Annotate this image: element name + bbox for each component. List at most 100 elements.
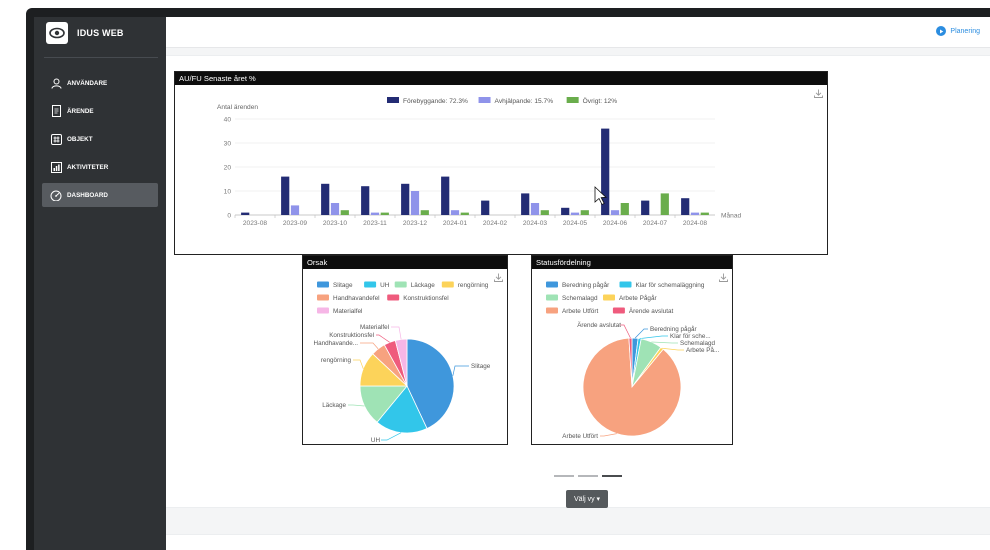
- legend-label: UH: [380, 282, 390, 289]
- bar: [281, 176, 290, 215]
- top-bar: Planering: [166, 17, 990, 48]
- app-title: IDUS WEB: [77, 28, 124, 38]
- gauge-icon: [50, 189, 62, 201]
- sidebar-item-aktiviteter[interactable]: AKTIVITETER: [42, 155, 158, 179]
- legend-swatch: [317, 294, 329, 301]
- callout-label: Läckage: [322, 402, 346, 409]
- legend-swatch: [546, 281, 558, 288]
- bar: [561, 207, 570, 215]
- bar: [441, 176, 450, 215]
- x-tick-label: 2024-02: [483, 220, 508, 227]
- callout-label: Ärende avslutat: [577, 321, 621, 329]
- bar: [290, 205, 300, 215]
- select-view-button[interactable]: Välj vy ▾: [566, 490, 608, 508]
- y-tick-label: 20: [224, 164, 232, 171]
- x-tick-label: 2023-09: [283, 220, 308, 227]
- legend-swatch: [603, 294, 615, 301]
- bar-chart: Förebyggande: 72.3% Avhjälpande: 15.7% Övr…: [217, 97, 741, 227]
- bar: [481, 200, 490, 215]
- bar: [530, 203, 540, 215]
- callout-label: Beredning pågår: [650, 325, 697, 333]
- bar: [330, 203, 340, 215]
- logo-row[interactable]: IDUS WEB: [34, 17, 166, 49]
- sidebar-item-label: OBJEKT: [67, 135, 93, 143]
- status-pie-card: Statusfördelning Beredning pågår Klar för…: [531, 255, 733, 445]
- sidebar-item-objekt[interactable]: OBJEKT: [42, 127, 158, 151]
- callout-label: Arbete På...: [686, 346, 720, 354]
- pie-slice: [376, 385, 428, 434]
- legend-swatch: [364, 281, 377, 288]
- sidebar-item-arende[interactable]: ÄRENDE: [42, 99, 158, 123]
- callout-line: [661, 347, 684, 351]
- user-icon: [50, 77, 62, 89]
- callout-line: [381, 432, 402, 441]
- callout-label: Materialfel: [360, 324, 389, 331]
- legend-swatch: [612, 307, 625, 314]
- mouse-cursor-icon: [594, 186, 607, 206]
- pie-slice: [406, 338, 455, 430]
- callout-line: [360, 342, 379, 350]
- bar: [521, 193, 530, 215]
- document-icon: [50, 105, 62, 117]
- activity-chart-icon: [50, 161, 62, 173]
- bar: [540, 210, 549, 215]
- legend-swatch: [566, 97, 579, 103]
- y-tick-label: 10: [224, 188, 232, 195]
- legend-label: Materialfel: [333, 308, 362, 315]
- pie-slice: [628, 337, 633, 388]
- bar: [361, 186, 370, 215]
- legend-label: Klar för schemaläggning: [636, 282, 705, 289]
- callout-line: [600, 433, 617, 437]
- bar-chart-title: AU/FU Senaste året %: [175, 72, 827, 85]
- sidebar-item-dashboard[interactable]: DASHBOARD: [42, 183, 158, 207]
- legend-label: Avhjälpande: 15.7%: [495, 98, 554, 105]
- bar: [620, 203, 629, 215]
- y-tick-label: 40: [224, 116, 232, 123]
- carousel-dot[interactable]: [578, 475, 598, 477]
- bar: [690, 212, 700, 215]
- callout-label: Konstruktionsfel: [329, 332, 374, 339]
- bar: [681, 198, 690, 215]
- sidebar-item-label: DASHBOARD: [67, 191, 108, 199]
- legend-swatch: [441, 281, 454, 288]
- legend-label: Schemalagd: [562, 295, 598, 302]
- callout-line: [634, 328, 648, 339]
- callout-line: [651, 341, 678, 344]
- legend-label: Slitage: [333, 282, 353, 289]
- download-icon[interactable]: [719, 273, 728, 282]
- sidebar-item-label: ANVÄNDARE: [67, 79, 108, 87]
- download-icon[interactable]: [814, 89, 823, 98]
- sidebar-item-anvandare[interactable]: ANVÄNDARE: [42, 71, 158, 95]
- play-icon: [936, 26, 947, 36]
- legend-label: Förebyggande: 72.3%: [403, 98, 468, 105]
- bar: [570, 212, 580, 215]
- sidebar-divider: [44, 57, 158, 58]
- legend-label: Övrigt: 12%: [583, 97, 618, 105]
- callout-label: Handhavande...: [314, 340, 359, 347]
- legend-label: Handhavandefel: [333, 295, 380, 302]
- planering-link[interactable]: Planering: [936, 26, 980, 36]
- download-icon[interactable]: [494, 273, 503, 282]
- bar: [450, 210, 460, 215]
- bar: [641, 200, 650, 215]
- carousel-dot-active[interactable]: [602, 475, 622, 477]
- callout-line: [620, 324, 631, 339]
- status-pie-title: Statusfördelning: [532, 256, 732, 269]
- callout-label: Klar för sche...: [670, 333, 711, 340]
- bar: [420, 210, 429, 215]
- legend-swatch: [478, 97, 491, 103]
- orsak-pie-chart: Slitage UH Läckage rengörning Handhavandefel…: [314, 281, 491, 444]
- x-tick-label: 2023-12: [403, 220, 428, 227]
- bar: [610, 210, 620, 215]
- callout-label: Schemalagd: [680, 340, 716, 347]
- legend-label: Läckage: [411, 282, 436, 289]
- x-tick-label: 2023-10: [323, 220, 348, 227]
- sidebar: IDUS WEB ANVÄNDARE ÄRENDE OBJEKT AKTIV: [34, 17, 166, 550]
- x-tick-label: 2024-05: [563, 220, 588, 227]
- carousel-dot[interactable]: [554, 475, 574, 477]
- x-tick-label: 2023-11: [363, 220, 387, 227]
- callout-line: [452, 365, 469, 376]
- legend-label: Arbete Utfört: [562, 308, 598, 315]
- x-tick-label: 2024-07: [643, 220, 668, 227]
- callout-line: [639, 335, 668, 339]
